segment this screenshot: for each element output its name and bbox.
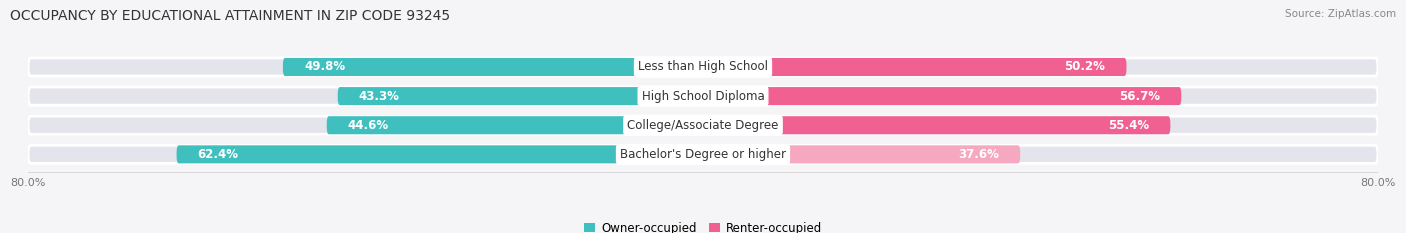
Text: 43.3%: 43.3% (359, 90, 399, 103)
FancyBboxPatch shape (283, 58, 703, 76)
FancyBboxPatch shape (703, 58, 1126, 76)
Text: College/Associate Degree: College/Associate Degree (627, 119, 779, 132)
Text: High School Diploma: High School Diploma (641, 90, 765, 103)
FancyBboxPatch shape (703, 87, 1181, 105)
Text: 55.4%: 55.4% (1108, 119, 1149, 132)
FancyBboxPatch shape (326, 116, 703, 134)
FancyBboxPatch shape (28, 116, 1378, 134)
Text: 50.2%: 50.2% (1064, 61, 1105, 73)
FancyBboxPatch shape (28, 58, 1378, 76)
FancyBboxPatch shape (337, 87, 703, 105)
Text: Source: ZipAtlas.com: Source: ZipAtlas.com (1285, 9, 1396, 19)
Legend: Owner-occupied, Renter-occupied: Owner-occupied, Renter-occupied (579, 217, 827, 233)
Text: 49.8%: 49.8% (304, 61, 344, 73)
FancyBboxPatch shape (177, 145, 703, 163)
Text: 37.6%: 37.6% (959, 148, 1000, 161)
Text: Bachelor's Degree or higher: Bachelor's Degree or higher (620, 148, 786, 161)
FancyBboxPatch shape (28, 87, 1378, 105)
FancyBboxPatch shape (703, 145, 1021, 163)
Text: 56.7%: 56.7% (1119, 90, 1160, 103)
Text: OCCUPANCY BY EDUCATIONAL ATTAINMENT IN ZIP CODE 93245: OCCUPANCY BY EDUCATIONAL ATTAINMENT IN Z… (10, 9, 450, 23)
Text: 62.4%: 62.4% (198, 148, 239, 161)
Text: 44.6%: 44.6% (347, 119, 389, 132)
Text: Less than High School: Less than High School (638, 61, 768, 73)
FancyBboxPatch shape (28, 145, 1378, 163)
FancyBboxPatch shape (703, 116, 1170, 134)
